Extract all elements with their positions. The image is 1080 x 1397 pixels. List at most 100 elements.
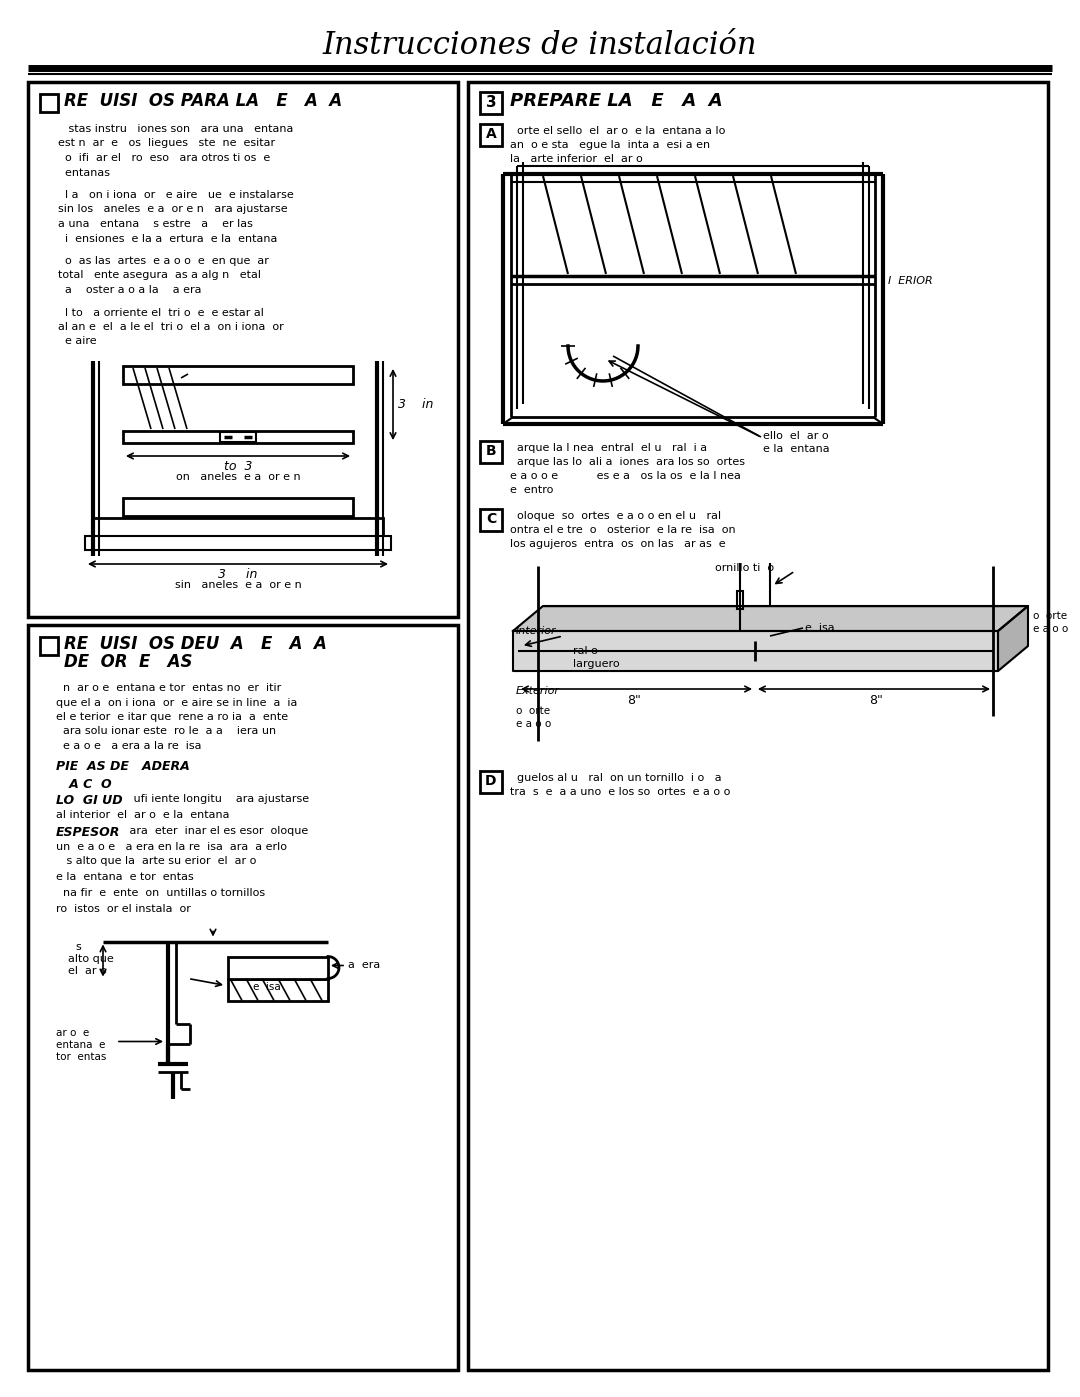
Text: PIE  AS DE   ADERA: PIE AS DE ADERA	[56, 760, 190, 774]
Text: ornillo ti  o: ornillo ti o	[715, 563, 774, 573]
Text: ara solu ionar este  ro le  a a    iera un: ara solu ionar este ro le a a iera un	[56, 726, 276, 736]
Text: 8": 8"	[627, 694, 640, 707]
Text: PREPARE LA   E   A  A: PREPARE LA E A A	[510, 92, 723, 110]
Bar	[28, 82, 458, 617]
Text: ello  el  ar o: ello el ar o	[762, 432, 828, 441]
Text: alto que: alto que	[68, 954, 113, 964]
Text: RE  UISI  OS DEU  A   E   A  A: RE UISI OS DEU A E A A	[64, 636, 327, 652]
Text: 3     in: 3 in	[218, 569, 258, 581]
Text: oloque  so  ortes  e a o o en el u   ral: oloque so ortes e a o o en el u ral	[510, 511, 721, 521]
Text: que el a  on i iona  or  e aire se in line  a  ia: que el a on i iona or e aire se in line …	[56, 697, 297, 707]
Text: o  ifi  ar el   ro  eso   ara otros ti os  e: o ifi ar el ro eso ara otros ti os e	[58, 154, 270, 163]
Text: un  e a o e   a era en la re  isa  ara  a erlo: un e a o e a era en la re isa ara a erlo	[56, 841, 287, 852]
Text: guelos al u   ral  on un tornillo  i o   a: guelos al u ral on un tornillo i o a	[510, 773, 721, 782]
Text: el e terior  e itar que  rene a ro ia  a  ente: el e terior e itar que rene a ro ia a en…	[56, 712, 288, 722]
Text: s: s	[76, 942, 81, 951]
Text: on   aneles  e a  or e n: on aneles e a or e n	[176, 472, 300, 482]
Text: ara  eter  inar el es esor  oloque: ara eter inar el es esor oloque	[112, 827, 308, 837]
Text: sin los   aneles  e a  or e n   ara ajustarse: sin los aneles e a or e n ara ajustarse	[58, 204, 287, 215]
Text: a  era: a era	[348, 961, 380, 971]
Bar	[40, 94, 58, 112]
Text: entanas: entanas	[58, 168, 110, 177]
Text: a    oster a o a la    a era: a oster a o a la a era	[58, 285, 202, 295]
Text: 3: 3	[486, 95, 497, 110]
Bar	[480, 92, 502, 115]
Text: tra  s  e  a a uno  e los so  ortes  e a o o: tra s e a a uno e los so ortes e a o o	[510, 787, 730, 798]
Polygon shape	[513, 631, 998, 671]
Text: e a o e   a era a la re  isa: e a o e a era a la re isa	[56, 740, 202, 752]
Bar	[40, 637, 58, 655]
Text: a una   entana    s estre   a    er las: a una entana s estre a er las	[58, 219, 253, 229]
Text: est n  ar  e   os  liegues   ste  ne  esitar: est n ar e os liegues ste ne esitar	[58, 138, 275, 148]
Text: e aire: e aire	[58, 337, 96, 346]
Bar	[220, 432, 256, 441]
Text: D: D	[485, 774, 497, 788]
Text: Instrucciones de instalación: Instrucciones de instalación	[323, 29, 757, 61]
Text: A C  O: A C O	[56, 778, 111, 791]
Text: arque la l nea  entral  el u   ral  i a: arque la l nea entral el u ral i a	[510, 443, 707, 453]
Text: Exterior: Exterior	[516, 686, 561, 696]
Bar	[480, 441, 502, 462]
Text: entana  e: entana e	[56, 1041, 106, 1051]
Text: al an e  el  a le el  tri o  el a  on i iona  or: al an e el a le el tri o el a on i iona …	[58, 321, 284, 332]
Text: B: B	[486, 444, 497, 458]
Text: i  ensiones  e la a  ertura  e la  entana: i ensiones e la a ertura e la entana	[58, 233, 278, 243]
Text: los agujeros  entra  os  on las   ar as  e: los agujeros entra os on las ar as e	[510, 539, 726, 549]
Text: A: A	[486, 127, 497, 141]
Text: o  orte: o orte	[516, 705, 550, 717]
Text: e  isa: e isa	[253, 982, 281, 992]
Text: e a o o: e a o o	[1032, 624, 1068, 634]
Text: e la  entana: e la entana	[762, 444, 829, 454]
Text: ufi iente longitu    ara ajustarse: ufi iente longitu ara ajustarse	[116, 795, 309, 805]
Text: ESPESOR: ESPESOR	[56, 827, 120, 840]
Text: C: C	[486, 511, 496, 527]
Text: el  ar o: el ar o	[68, 965, 107, 975]
Text: al interior  el  ar o  e la  entana: al interior el ar o e la entana	[56, 809, 229, 820]
Bar	[28, 624, 458, 1370]
Text: ontra el e tre  o   osterior  e la re  isa  on: ontra el e tre o osterior e la re isa on	[510, 525, 735, 535]
Text: sin   aneles  e a  or e n: sin aneles e a or e n	[175, 580, 301, 590]
Text: tor  entas: tor entas	[56, 1052, 106, 1063]
Text: ral o: ral o	[573, 645, 598, 657]
Text: s alto que la  arte su erior  el  ar o: s alto que la arte su erior el ar o	[56, 856, 256, 866]
Bar	[93, 518, 383, 536]
Text: ro  istos  or el instala  or: ro istos or el instala or	[56, 904, 191, 914]
Bar	[123, 497, 353, 515]
Text: total   ente asegura  as a alg n   etal: total ente asegura as a alg n etal	[58, 271, 261, 281]
Bar	[123, 366, 353, 384]
Text: orte el sello  el  ar o  e la  entana a lo: orte el sello el ar o e la entana a lo	[510, 126, 726, 136]
Bar	[85, 536, 391, 550]
Text: larguero: larguero	[573, 659, 620, 669]
Text: DE  OR  E   AS: DE OR E AS	[64, 652, 192, 671]
Text: stas instru   iones son   ara una   entana: stas instru iones son ara una entana	[58, 124, 294, 134]
Bar	[468, 82, 1048, 1370]
Text: ar o  e: ar o e	[56, 1028, 90, 1038]
Text: 8": 8"	[869, 694, 883, 707]
Text: to  3: to 3	[224, 460, 253, 474]
Text: RE  UISI  OS PARA LA   E   A  A: RE UISI OS PARA LA E A A	[64, 92, 342, 110]
Text: LO  GI UD: LO GI UD	[56, 795, 123, 807]
Bar	[480, 771, 502, 793]
Bar	[737, 591, 743, 609]
Text: e la  entana  e tor  entas: e la entana e tor entas	[56, 872, 193, 882]
Text: e  isa: e isa	[805, 623, 835, 633]
Text: la   arte inferior  el  ar o: la arte inferior el ar o	[510, 154, 643, 163]
Text: I  ERIOR: I ERIOR	[888, 277, 933, 286]
Bar	[228, 978, 328, 1000]
Text: an  o e sta   egue la  inta a  esi a en: an o e sta egue la inta a esi a en	[510, 140, 711, 149]
Text: l to   a orriente el  tri o  e  e estar al: l to a orriente el tri o e e estar al	[58, 307, 264, 317]
Text: e  entro: e entro	[510, 485, 553, 495]
Text: o  as las  artes  e a o o  e  en que  ar: o as las artes e a o o e en que ar	[58, 256, 269, 265]
Bar	[480, 124, 502, 147]
Text: e a o o e           es e a   os la os  e la l nea: e a o o e es e a os la os e la l nea	[510, 471, 741, 481]
Text: arque las lo  ali a  iones  ara los so  ortes: arque las lo ali a iones ara los so orte…	[510, 457, 745, 467]
Bar	[123, 432, 353, 443]
Polygon shape	[998, 606, 1028, 671]
Text: Interior: Interior	[516, 626, 556, 636]
Bar	[480, 509, 502, 531]
Text: na fir  e  ente  on  untillas o tornillos: na fir e ente on untillas o tornillos	[56, 888, 265, 898]
Text: n  ar o e  entana e tor  entas no  er  itir: n ar o e entana e tor entas no er itir	[56, 683, 281, 693]
Bar	[228, 957, 328, 978]
Polygon shape	[513, 606, 1028, 631]
Text: l a   on i iona  or   e aire   ue  e instalarse: l a on i iona or e aire ue e instalarse	[58, 190, 294, 200]
